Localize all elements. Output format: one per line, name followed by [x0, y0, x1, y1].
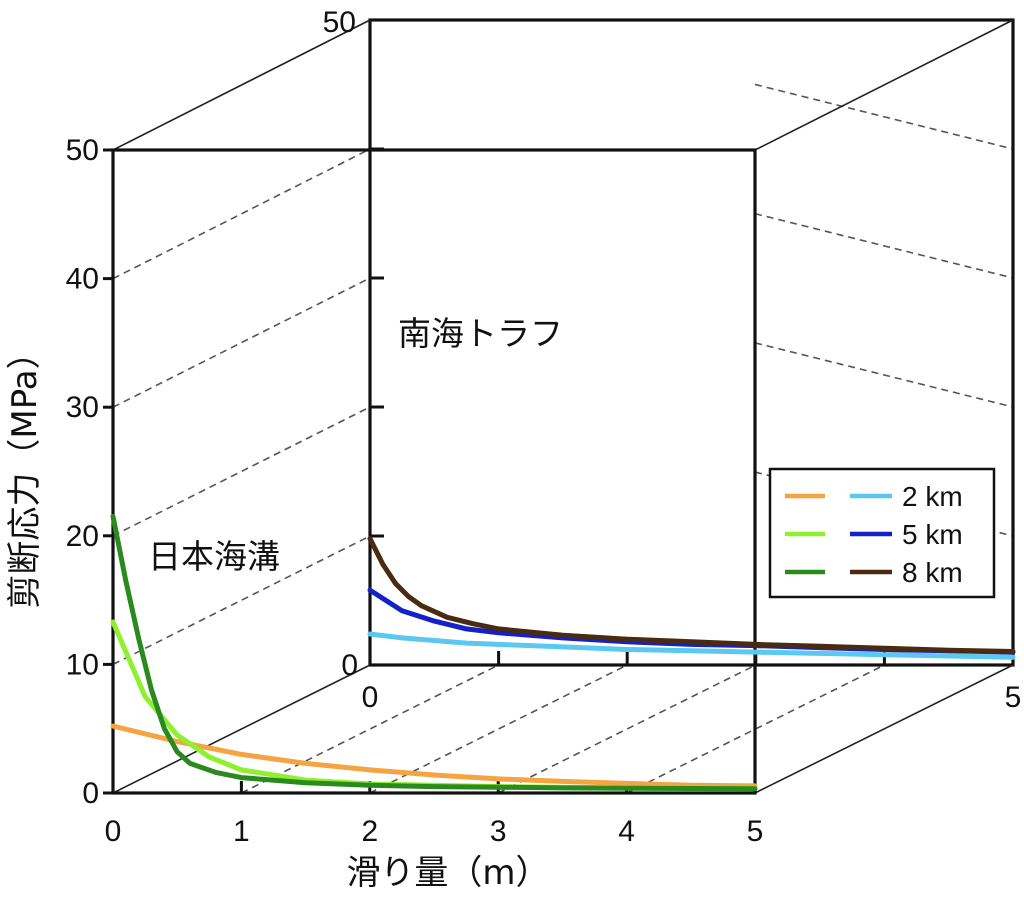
panel-label-japan-trench: 日本海溝	[148, 537, 280, 576]
y-tick-label: 0	[82, 777, 99, 810]
edge-top-right	[754, 19, 1014, 151]
grid-lines	[112, 83, 1014, 794]
back-y-tick-label: 50	[323, 6, 356, 39]
y-tick-label: 10	[66, 648, 99, 681]
panel-label-nankai-trough: 南海トラフ	[398, 314, 563, 353]
front-panel-frame	[111, 148, 757, 795]
x-tick-label: 4	[618, 815, 635, 848]
axis-ticks	[103, 18, 1015, 795]
legend-label: 8 km	[902, 557, 963, 588]
y-tick-label: 40	[66, 263, 99, 296]
grid-line-back-wall	[754, 212, 1014, 279]
x-tick-label: 2	[361, 815, 378, 848]
series-line-japan-trench-8km	[110, 514, 758, 792]
series-line-nankai-trough-2km	[367, 631, 1016, 660]
box-frame	[111, 18, 1015, 795]
grid-line-back-wall	[754, 342, 1014, 408]
legend: 2 km 5 km 8 km	[768, 467, 996, 599]
series-line-japan-trench-5km	[110, 619, 758, 791]
x-tick-label: 1	[233, 815, 250, 848]
edge-top-left	[112, 19, 371, 151]
back-x-tick-label: 5	[1005, 681, 1022, 714]
series-line-nankai-trough-8km	[367, 536, 1016, 654]
y-tick-label: 30	[66, 391, 99, 424]
series-line-japan-trench-2km	[110, 723, 758, 789]
grid-line-left-wall	[112, 406, 371, 537]
y-tick-label: 20	[66, 520, 99, 553]
back-x-tick-label: 0	[362, 681, 379, 714]
x-tick-label: 3	[490, 815, 507, 848]
grid-line-left-wall	[112, 277, 371, 408]
edge-bottom-left	[112, 664, 371, 794]
grid-line-back-wall	[754, 83, 1014, 150]
series-lines	[110, 514, 1016, 792]
y-axis-label: 剪断応力（MPa）	[5, 335, 45, 608]
legend-label: 5 km	[902, 519, 963, 550]
x-tick-label: 5	[747, 815, 764, 848]
grid-line-left-wall	[112, 148, 371, 280]
back-panel-frame	[368, 18, 1015, 667]
back-y-tick-label: 0	[341, 649, 358, 682]
edge-bottom-right	[754, 664, 1014, 794]
legend-label: 2 km	[902, 481, 963, 512]
y-tick-label: 50	[66, 134, 99, 167]
grid-line-floor	[497, 664, 757, 794]
x-tick-label: 0	[105, 815, 122, 848]
x-axis-label: 滑り量（m）	[346, 853, 549, 893]
